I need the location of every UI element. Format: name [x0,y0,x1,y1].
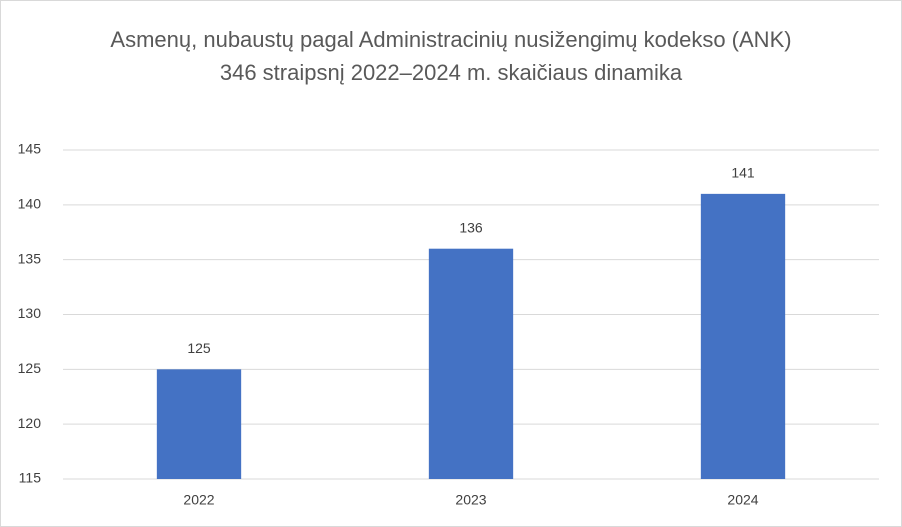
data-label: 125 [187,340,211,356]
x-tick-label: 2024 [727,492,758,508]
y-tick-label: 115 [19,470,42,486]
bar [156,369,242,479]
y-tick-label: 135 [18,250,42,266]
y-tick-label: 125 [18,360,42,376]
y-tick-label: 130 [18,305,42,321]
x-tick-label: 2023 [455,492,486,508]
bar [700,193,786,479]
data-label: 136 [459,219,483,235]
bar [428,248,514,479]
x-tick-label: 2022 [183,492,214,508]
y-tick-label: 145 [18,141,42,157]
y-tick-label: 140 [18,196,42,212]
y-tick-label: 120 [18,415,42,431]
chart-title: Asmenų, nubaustų pagal Administracinių n… [110,27,792,85]
data-label: 141 [731,165,755,181]
